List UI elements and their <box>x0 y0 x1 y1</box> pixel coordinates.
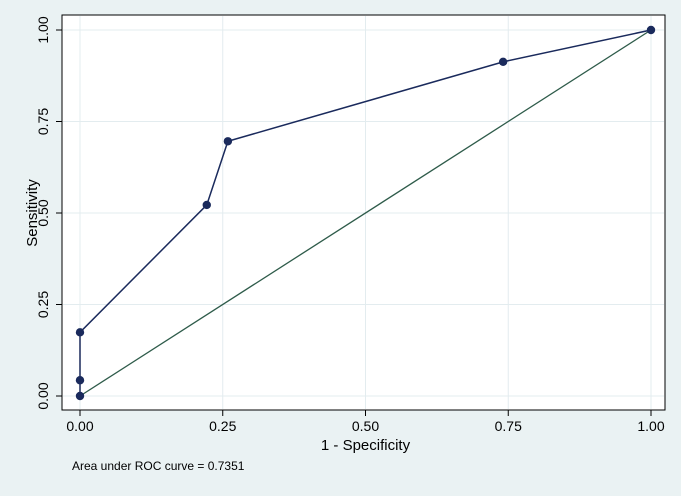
roc-point <box>646 25 656 35</box>
x-axis-label: 1 - Specificity <box>321 437 411 454</box>
x-tick-label: 0.00 <box>66 418 93 434</box>
roc-point <box>75 328 85 337</box>
y-tick-label: 1.00 <box>35 16 51 43</box>
series <box>75 25 656 401</box>
x-tick-label: 1.00 <box>637 418 664 434</box>
axes: 0.00 0.25 0.50 0.75 1.00 0.00 0.25 0.50 0.75 1.00 <box>35 16 665 434</box>
x-tick-label: 0.50 <box>352 418 379 434</box>
roc-point <box>498 57 508 67</box>
y-tick-label: 0.50 <box>35 199 51 226</box>
y-tick-label: 0.25 <box>35 291 51 318</box>
auc-note: Area under ROC curve = 0.7351 <box>72 459 245 473</box>
roc-point <box>75 376 85 385</box>
y-tick-label: 0.00 <box>35 382 51 409</box>
roc-point <box>75 391 85 401</box>
reference-line <box>79 29 652 397</box>
y-tick-label: 0.75 <box>35 108 51 135</box>
x-tick-label: 0.75 <box>495 418 522 434</box>
x-tick-label: 0.25 <box>209 418 236 434</box>
y-axis-label: Sensitivity <box>24 179 41 247</box>
roc-point <box>202 200 211 210</box>
grid-lines <box>63 16 664 409</box>
roc-point <box>223 137 233 146</box>
